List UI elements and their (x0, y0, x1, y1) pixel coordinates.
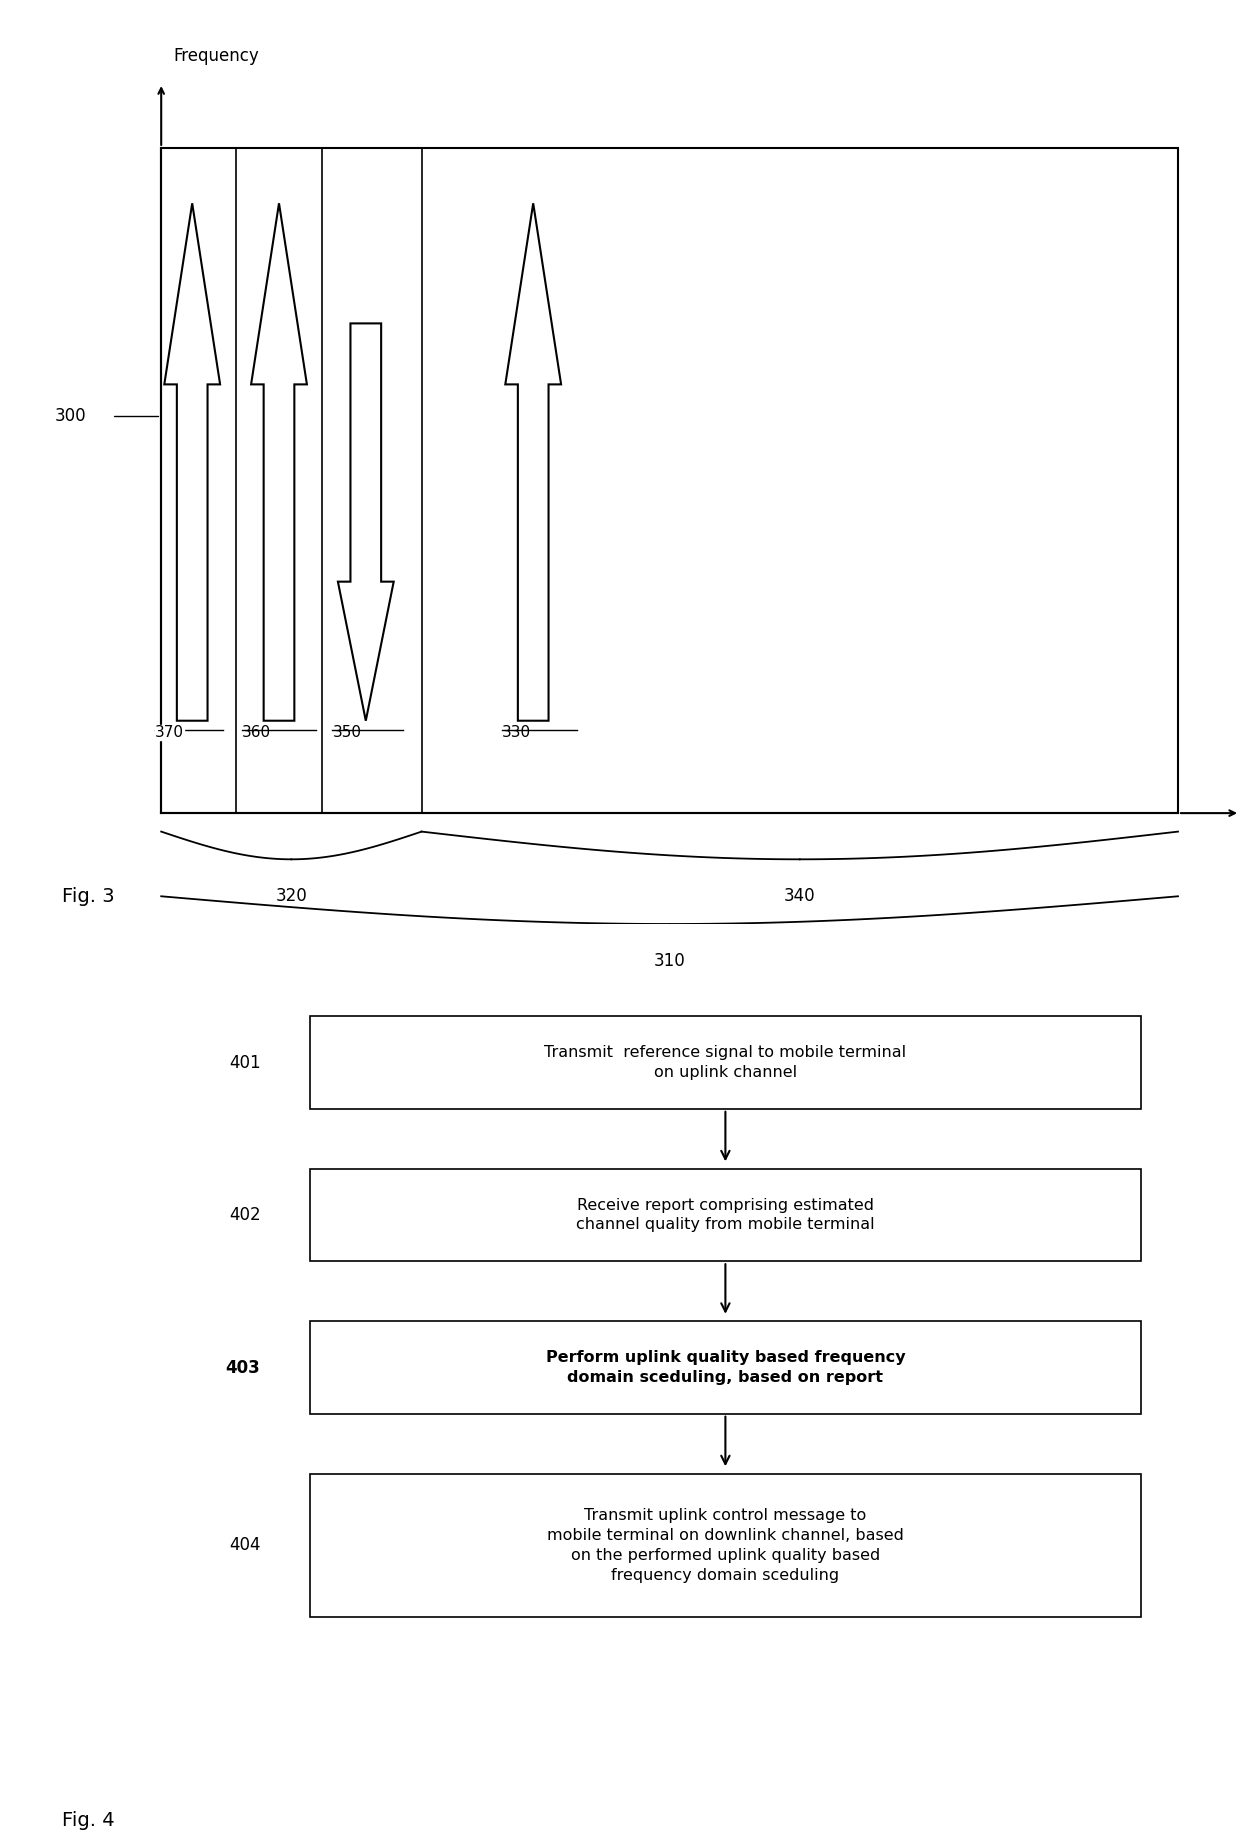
Polygon shape (164, 203, 221, 721)
Text: 370: 370 (155, 724, 184, 741)
Text: Fig. 3: Fig. 3 (62, 887, 114, 906)
Text: 404: 404 (229, 1536, 260, 1554)
FancyBboxPatch shape (310, 1168, 1141, 1260)
Text: Transmit uplink control message to
mobile terminal on downlink channel, based
on: Transmit uplink control message to mobil… (547, 1508, 904, 1582)
Text: 310: 310 (653, 952, 686, 970)
Text: Fig. 4: Fig. 4 (62, 1811, 114, 1830)
Text: Transmit  reference signal to mobile terminal
on uplink channel: Transmit reference signal to mobile term… (544, 1046, 906, 1079)
FancyBboxPatch shape (310, 1016, 1141, 1109)
Text: 350: 350 (332, 724, 361, 741)
Text: 320: 320 (275, 887, 308, 906)
Text: Receive report comprising estimated
channel quality from mobile terminal: Receive report comprising estimated chan… (577, 1198, 874, 1233)
Bar (161, 148, 1178, 813)
FancyBboxPatch shape (310, 1475, 1141, 1617)
Text: 360: 360 (242, 724, 270, 741)
Text: 300: 300 (55, 407, 87, 425)
Text: Perform uplink quality based frequency
domain sceduling, based on report: Perform uplink quality based frequency d… (546, 1351, 905, 1384)
Text: 402: 402 (228, 1207, 260, 1223)
FancyBboxPatch shape (310, 1321, 1141, 1414)
Text: 340: 340 (784, 887, 816, 906)
Polygon shape (337, 323, 394, 721)
Text: 403: 403 (226, 1358, 260, 1377)
Text: 401: 401 (228, 1053, 260, 1072)
Text: 330: 330 (502, 724, 531, 741)
Polygon shape (506, 203, 560, 721)
Text: Frequency: Frequency (174, 46, 259, 65)
Polygon shape (250, 203, 306, 721)
